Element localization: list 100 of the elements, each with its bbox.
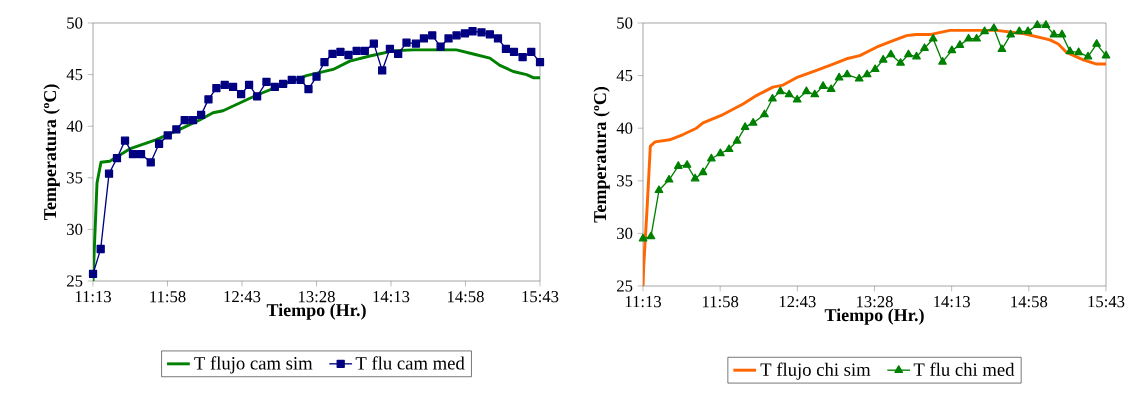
point [444,34,453,43]
x-tick-label: 11:13 [625,296,662,308]
point [818,81,828,89]
point [904,49,913,58]
point [870,64,880,73]
point [964,33,973,42]
point [493,34,503,43]
y-tick-label: 50 [617,17,633,29]
y-tick-label: 35 [67,172,83,184]
point [706,153,716,162]
y-tick-label: 30 [617,227,633,240]
point [287,75,296,84]
legend-label: T flujo cam sim [194,356,313,374]
legend-label: T flu chi med [913,362,1015,376]
point [912,51,921,60]
x-tick-label: 12:43 [779,296,816,308]
x-tick-label: 13:28 [298,291,335,303]
point [972,33,981,42]
point [980,26,989,35]
point [172,125,181,134]
point [716,148,725,157]
point [810,89,820,98]
point [826,84,836,93]
point [938,56,947,65]
point [146,158,155,167]
point [784,89,794,98]
point [112,154,122,163]
point [136,149,146,159]
point [834,72,844,81]
point [1049,29,1059,38]
point [1101,50,1111,59]
point [535,58,545,67]
point [154,139,164,148]
x-axis-title: Tiempo (Hr.) [266,303,366,320]
point [1083,51,1093,60]
x-axis-title: Tiempo (Hr.) [824,308,924,325]
point [920,43,929,52]
point [394,49,403,59]
point [527,47,536,57]
point [128,149,138,159]
point [776,86,785,95]
x-tick-label: 11:58 [702,296,739,308]
point [188,115,198,125]
point [1057,29,1067,38]
point [896,58,905,66]
point [411,39,421,48]
point [419,34,429,43]
point [928,33,938,42]
point [228,82,238,92]
point [690,173,700,182]
point [320,58,329,67]
point [878,54,888,63]
point [244,80,254,90]
point [1014,26,1024,35]
point [477,28,486,37]
y-tick-label: 25 [617,280,633,292]
y-tick-label: 40 [616,122,633,134]
point [792,94,802,103]
point [452,31,461,40]
point [886,49,896,58]
point [1006,29,1015,38]
y-axis-title: Temperatura (ºC) [593,86,610,223]
x-tick-label: 14:58 [1011,296,1048,308]
point [104,169,114,178]
point [196,110,206,119]
point [501,44,511,53]
point [862,69,872,78]
point [120,136,130,145]
y-axis-title: Temperatura (ºC) [43,84,60,221]
point [180,115,189,125]
point [1065,46,1075,55]
point [360,46,369,55]
point [296,75,305,84]
x-tick-label: 11:13 [75,291,112,303]
point [802,86,811,95]
point [220,80,229,90]
point [96,244,105,254]
point [344,50,353,60]
point [252,92,262,101]
point [989,23,999,32]
x-tick-label: 15:43 [522,291,559,303]
point [518,52,527,62]
point [1074,47,1084,56]
point [262,77,271,86]
point [740,122,750,130]
point [664,174,674,183]
point [312,72,321,81]
point [654,185,664,194]
point [163,131,172,140]
point [509,47,519,57]
y-tick-label: 45 [616,70,633,82]
legend-label: T flu cam med [355,356,465,370]
point [436,42,445,51]
legend-label: T flujo chi sim [760,362,871,380]
point [204,95,213,104]
x-tick-label: 12:43 [224,291,261,303]
y-tick-label: 30 [67,223,83,236]
y-tick-label: 25 [67,275,83,287]
point [1041,20,1051,28]
point [768,93,777,102]
